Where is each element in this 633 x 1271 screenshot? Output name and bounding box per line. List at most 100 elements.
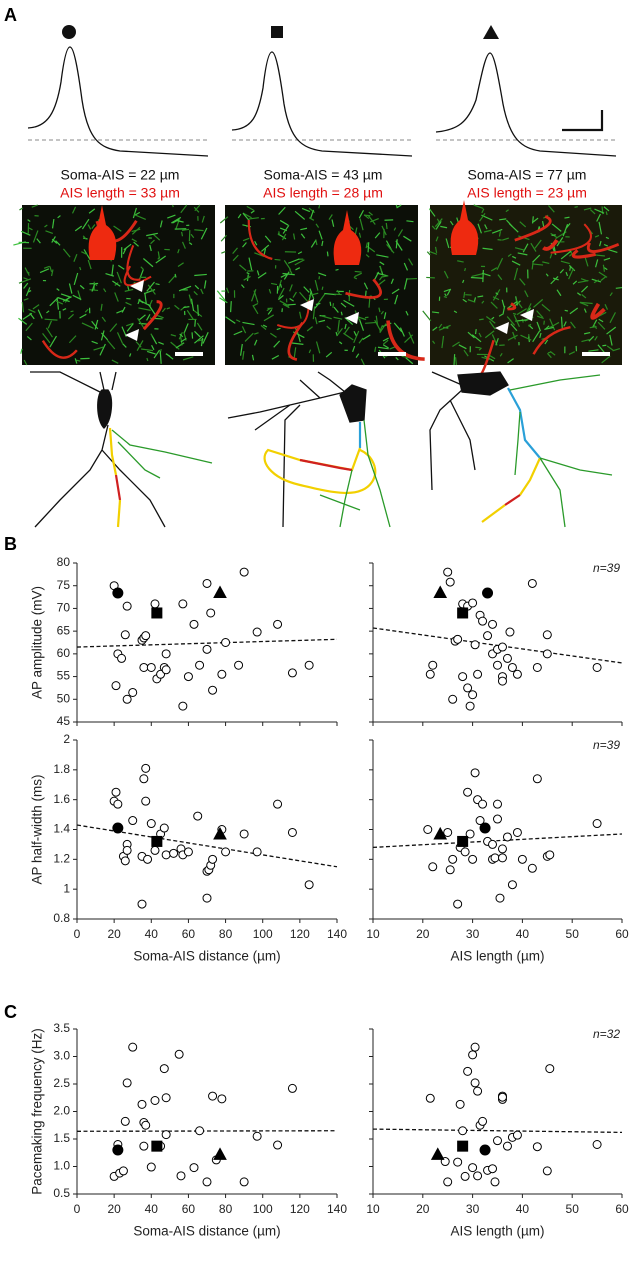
y-tick-label: 1.4 xyxy=(53,822,70,836)
panel-label: A xyxy=(4,5,17,25)
point xyxy=(464,684,472,692)
micrograph xyxy=(217,205,424,365)
point xyxy=(151,600,159,608)
y-tick-label: 3.5 xyxy=(53,1021,70,1035)
point xyxy=(518,855,526,863)
point xyxy=(209,1092,217,1100)
point xyxy=(506,628,514,636)
green-process xyxy=(602,345,606,346)
point xyxy=(179,600,187,608)
x-tick-label: 40 xyxy=(145,927,159,941)
point xyxy=(253,628,261,636)
y-tick-label: 1.0 xyxy=(53,1159,70,1173)
green-process xyxy=(564,217,569,218)
micrograph-bg xyxy=(225,205,418,365)
x-tick-label: 60 xyxy=(615,1202,629,1216)
green-process xyxy=(175,274,176,278)
x-tick-label: 40 xyxy=(145,1202,159,1216)
micrograph xyxy=(13,205,215,365)
point xyxy=(489,1165,497,1173)
point xyxy=(498,854,506,862)
point xyxy=(113,823,123,833)
point xyxy=(503,654,511,662)
point xyxy=(429,863,437,871)
x-tick-label: 50 xyxy=(566,927,580,941)
neuron-tracings xyxy=(30,372,612,527)
green-process xyxy=(565,310,568,311)
green-process xyxy=(221,252,225,254)
point xyxy=(593,663,601,671)
y-tick-label: 50 xyxy=(57,691,71,705)
point xyxy=(160,1065,168,1073)
green-process xyxy=(198,305,199,316)
green-process xyxy=(327,252,328,257)
point xyxy=(288,828,296,836)
point xyxy=(449,855,457,863)
point xyxy=(489,620,497,628)
point xyxy=(138,900,146,908)
point xyxy=(140,775,148,783)
green-process xyxy=(386,223,387,229)
green-process xyxy=(407,279,417,280)
point xyxy=(162,1094,170,1102)
point xyxy=(123,846,131,854)
point xyxy=(593,1141,601,1149)
x-tick-label: 40 xyxy=(516,1202,530,1216)
x-tick-label: 40 xyxy=(516,927,530,941)
point xyxy=(533,775,541,783)
green-process xyxy=(483,270,484,282)
point xyxy=(484,632,492,640)
green-process xyxy=(479,319,483,320)
point xyxy=(546,1065,554,1073)
point xyxy=(142,764,150,772)
point xyxy=(491,1178,499,1186)
y-tick-label: 2 xyxy=(63,732,70,746)
point xyxy=(214,587,226,598)
point xyxy=(543,1167,551,1175)
point xyxy=(469,599,477,607)
point xyxy=(464,1067,472,1075)
y-tick-label: 55 xyxy=(57,669,71,683)
point xyxy=(184,673,192,681)
x-tick-label: 0 xyxy=(74,1202,81,1216)
point xyxy=(479,617,487,625)
point xyxy=(593,820,601,828)
point xyxy=(118,654,126,662)
point xyxy=(179,702,187,710)
point xyxy=(162,1131,170,1139)
x-tick-label: 80 xyxy=(219,1202,233,1216)
point xyxy=(184,848,192,856)
point xyxy=(140,1142,148,1150)
soma-ais-label: Soma-AIS = 77 µm xyxy=(468,167,587,183)
green-process xyxy=(231,301,232,312)
x-tick-label: 120 xyxy=(290,927,310,941)
point xyxy=(253,848,261,856)
point xyxy=(513,1131,521,1139)
point xyxy=(214,1148,226,1159)
x-tick-label: 100 xyxy=(253,1202,273,1216)
ais-length-label: AIS length = 23 µm xyxy=(467,185,587,201)
green-process xyxy=(513,313,516,314)
point xyxy=(151,1097,159,1105)
green-process xyxy=(182,232,183,236)
point xyxy=(177,1172,185,1180)
green-process xyxy=(454,354,455,365)
x-tick-label: 0 xyxy=(74,927,81,941)
y-tick-label: 3.0 xyxy=(53,1049,70,1063)
micrograph xyxy=(423,200,622,375)
point xyxy=(454,1158,462,1166)
x-tick-label: 60 xyxy=(182,1202,196,1216)
x-tick-label: 20 xyxy=(107,927,121,941)
trend-line xyxy=(373,1129,622,1132)
point xyxy=(444,828,452,836)
x-tick-label: 60 xyxy=(615,927,629,941)
point xyxy=(474,670,482,678)
point xyxy=(162,650,170,658)
y-tick-label: 1.2 xyxy=(53,852,70,866)
point xyxy=(498,677,506,685)
point xyxy=(494,661,502,669)
point xyxy=(151,846,159,854)
